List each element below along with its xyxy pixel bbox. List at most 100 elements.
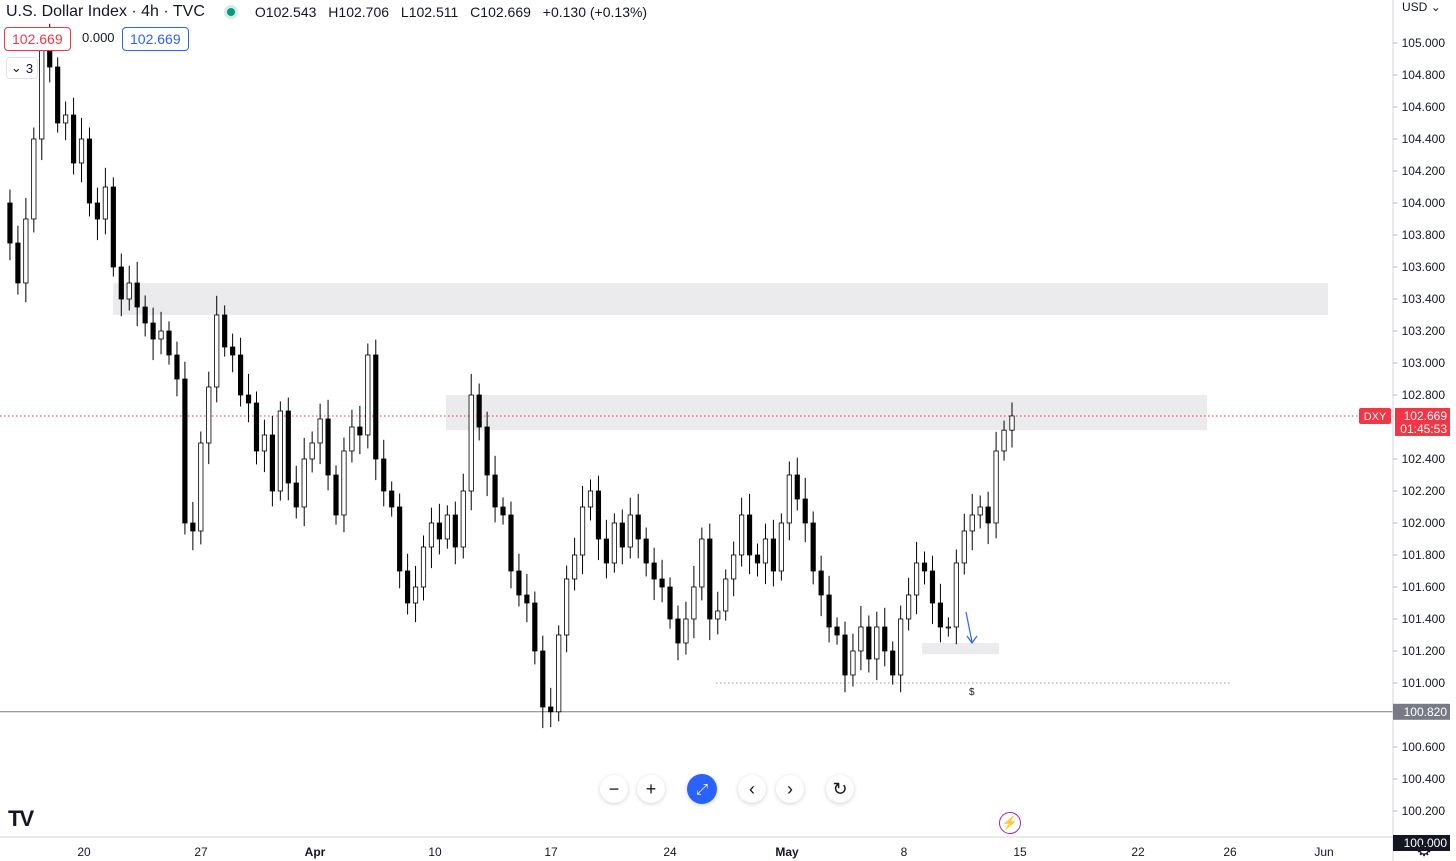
candle xyxy=(365,343,371,449)
zoom-out-button[interactable]: − xyxy=(600,775,628,803)
candle-body xyxy=(198,442,204,532)
candle xyxy=(579,485,586,575)
y-tick-label: 103.400 xyxy=(1402,292,1446,306)
candle xyxy=(627,497,633,559)
candle xyxy=(190,501,196,551)
crosshair-price-badge xyxy=(1393,703,1450,720)
y-tick-label: 102.000 xyxy=(1402,516,1446,530)
candle-body xyxy=(420,546,427,588)
gear-icon[interactable]: ⚙ xyxy=(1416,840,1433,860)
reset-chart-button[interactable]: ↻ xyxy=(826,775,854,803)
candle-body xyxy=(659,578,665,588)
candle-body xyxy=(357,426,363,436)
candle-body xyxy=(222,314,228,348)
candle xyxy=(715,591,721,635)
x-tick-label: 27 xyxy=(194,845,208,859)
symbol-title[interactable]: U.S. Dollar Index · 4h · TVC xyxy=(6,3,205,20)
currency-select[interactable]: USD ⌄ xyxy=(1402,0,1441,14)
candle-body xyxy=(86,138,93,204)
x-tick-label: 20 xyxy=(77,845,91,859)
candle-body xyxy=(150,322,156,340)
candle-body xyxy=(23,218,29,284)
candle xyxy=(333,465,339,525)
candle xyxy=(802,477,808,543)
candle xyxy=(31,127,37,233)
candle xyxy=(23,197,29,303)
candle-body xyxy=(723,578,729,612)
upper-supply-zone xyxy=(113,283,1328,315)
scroll-left-button[interactable]: ‹ xyxy=(738,775,766,803)
candle-body xyxy=(277,410,283,492)
candle-body xyxy=(556,634,562,713)
candle-body xyxy=(858,626,864,652)
candle xyxy=(158,311,164,355)
crosshair-price-label: 100.820 xyxy=(1404,705,1448,719)
candle-body xyxy=(325,418,331,476)
candle-body xyxy=(786,474,792,524)
candle xyxy=(293,465,299,519)
buy-price-button[interactable]: 102.669 xyxy=(122,27,189,51)
reset-scale-button[interactable]: ⤢ xyxy=(687,774,717,804)
chart-header: U.S. Dollar Index · 4h · TVC O102.543 H 1… xyxy=(6,2,655,22)
candle xyxy=(953,549,959,645)
candle-body xyxy=(770,538,777,572)
bottom-price-label: 100.000 xyxy=(1404,836,1448,850)
candle-body xyxy=(55,66,61,124)
candle xyxy=(55,57,61,133)
candle xyxy=(603,519,609,579)
last-price-label: 102.669 xyxy=(1404,409,1448,423)
candle-body xyxy=(166,330,172,356)
sell-price-button[interactable]: 102.669 xyxy=(4,27,71,51)
candle-body xyxy=(532,602,538,652)
x-tick-label: 10 xyxy=(428,845,442,859)
candle xyxy=(834,617,840,645)
candle-body xyxy=(341,450,347,516)
indicators-collapse-button[interactable]: ⌄ 3 xyxy=(6,57,38,79)
candle-body xyxy=(675,618,681,644)
ohlc-low-value: 102.511 xyxy=(408,4,459,20)
candle xyxy=(15,225,21,295)
candle xyxy=(993,431,999,539)
tradingview-logo[interactable]: TV xyxy=(8,806,34,831)
candle xyxy=(532,591,538,665)
candle xyxy=(142,295,148,337)
candle xyxy=(277,401,283,501)
candle xyxy=(707,523,713,641)
candle xyxy=(866,615,872,673)
candle xyxy=(508,501,514,589)
bottom-price-badge xyxy=(1393,835,1450,851)
candle xyxy=(436,503,442,555)
candle-body xyxy=(70,114,77,164)
candle-body xyxy=(253,402,260,452)
candle-body xyxy=(794,474,800,500)
ohlc-high-key: H xyxy=(328,4,339,20)
ohlc-open-key: O xyxy=(254,4,266,20)
candle xyxy=(739,497,745,567)
chevron-down-icon: ⌄ xyxy=(10,60,22,75)
candle xyxy=(444,505,450,549)
candle-body xyxy=(906,594,912,620)
down-arrow-head xyxy=(966,635,978,645)
lightning-icon[interactable]: ⚡ xyxy=(999,812,1021,834)
ohlc-open-value: 102.543 xyxy=(265,4,317,20)
candle xyxy=(94,187,101,241)
x-tick-label: May xyxy=(775,845,799,859)
candle xyxy=(206,371,212,465)
candle-body xyxy=(118,266,124,300)
candle-body xyxy=(7,202,13,244)
zoom-in-button[interactable]: + xyxy=(637,775,665,803)
candle-body xyxy=(635,514,641,540)
x-tick-label: 22 xyxy=(1131,845,1145,859)
candle xyxy=(1001,420,1007,461)
candle xyxy=(667,577,673,629)
candle xyxy=(237,337,244,407)
candle xyxy=(913,541,920,615)
candle-body xyxy=(381,458,387,492)
candle-body xyxy=(826,594,832,628)
scroll-right-button[interactable]: › xyxy=(776,775,804,803)
candle-body xyxy=(913,562,920,596)
y-tick-label: 104.200 xyxy=(1402,164,1446,178)
candle xyxy=(675,605,681,661)
x-tick-label: 26 xyxy=(1223,845,1237,859)
